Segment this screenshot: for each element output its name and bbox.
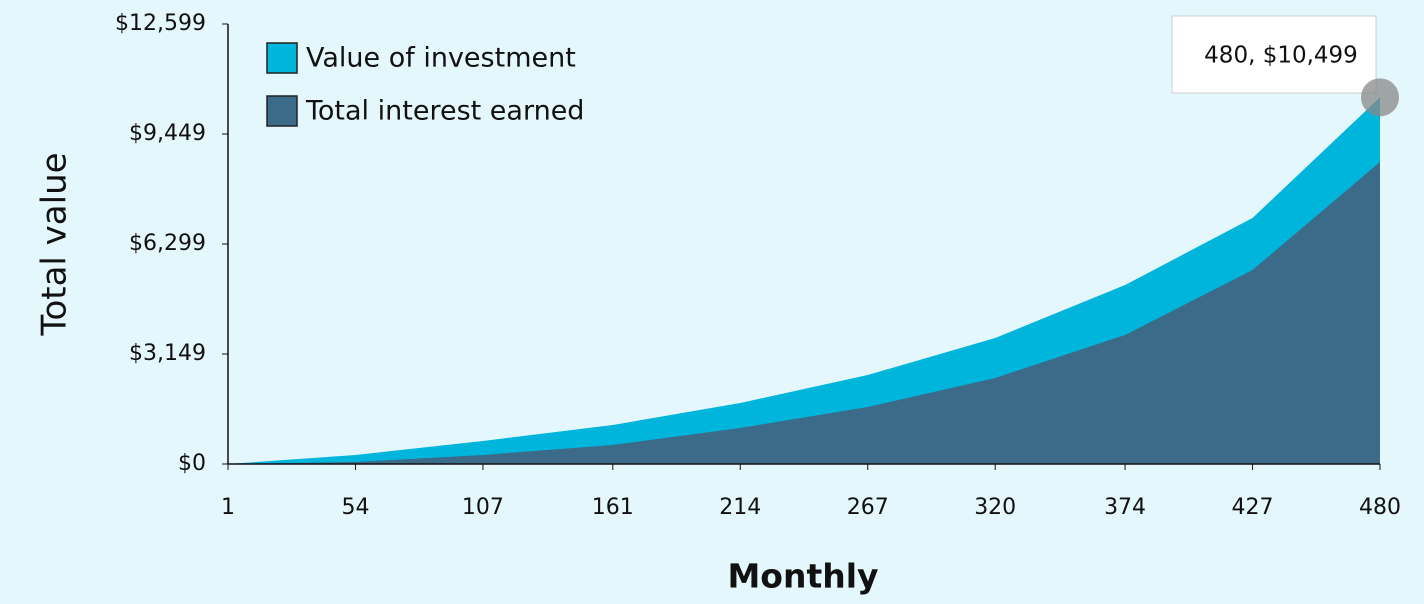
hover-marker — [1361, 78, 1399, 117]
y-axis-title: Total value — [35, 152, 75, 336]
area — [228, 162, 1380, 464]
x-tick-label: 107 — [462, 495, 504, 520]
plot-area — [228, 97, 1380, 464]
legend-swatch — [266, 95, 298, 127]
x-axis-title: Monthly — [727, 557, 878, 596]
x-tick-label: 427 — [1232, 495, 1274, 520]
x-tick-label: 54 — [341, 495, 369, 520]
legend-label: Value of investment — [306, 43, 576, 74]
x-tick-label: 1 — [221, 495, 235, 520]
x-tick-label: 320 — [974, 495, 1016, 520]
x-tick-label: 214 — [719, 495, 761, 520]
y-tick-label: $0 — [178, 451, 206, 476]
y-tick-label: $3,149 — [129, 341, 206, 366]
tooltip-text: 480, $10,499 — [1204, 43, 1358, 69]
x-tick-label: 267 — [847, 495, 889, 520]
legend-swatch — [266, 42, 298, 74]
tooltip-box — [1171, 15, 1377, 94]
x-tick-label: 161 — [592, 495, 634, 520]
x-tick-label: 480 — [1359, 495, 1401, 520]
legend-label: Total interest earned — [305, 96, 584, 127]
y-tick-label: $6,299 — [129, 231, 206, 256]
x-tick-label: 374 — [1104, 495, 1146, 520]
y-tick-label: $9,449 — [129, 121, 206, 146]
y-tick-label: $12,599 — [115, 11, 206, 36]
